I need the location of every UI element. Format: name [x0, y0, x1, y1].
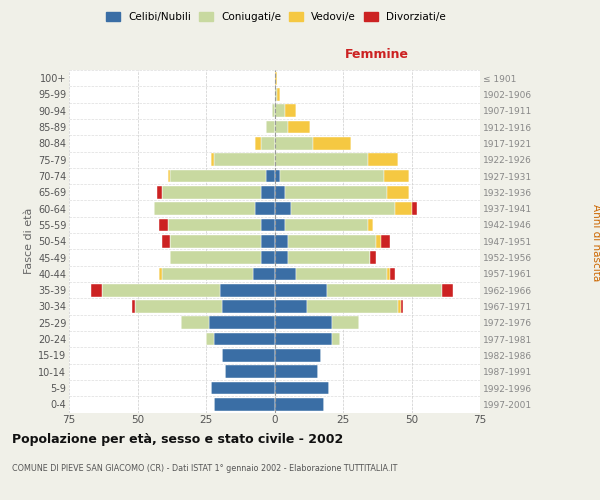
Bar	[370, 251, 376, 264]
Bar	[313, 137, 351, 150]
Bar	[157, 186, 162, 198]
Bar	[442, 284, 452, 296]
Bar	[256, 202, 275, 215]
Bar	[275, 300, 307, 313]
Bar	[132, 300, 135, 313]
Bar	[220, 284, 275, 296]
Bar	[266, 170, 275, 182]
Bar	[275, 120, 288, 134]
Bar	[275, 284, 326, 296]
Bar	[209, 316, 275, 329]
Bar	[376, 235, 382, 248]
Bar	[275, 366, 319, 378]
Bar	[135, 300, 223, 313]
Bar	[275, 170, 280, 182]
Bar	[162, 235, 170, 248]
Bar	[223, 300, 275, 313]
Bar	[389, 268, 395, 280]
Bar	[275, 72, 277, 85]
Bar	[286, 186, 387, 198]
Y-axis label: Fasce di età: Fasce di età	[23, 208, 34, 274]
Bar	[286, 104, 296, 117]
Bar	[275, 202, 291, 215]
Bar	[307, 300, 398, 313]
Bar	[261, 137, 275, 150]
Bar	[223, 349, 275, 362]
Bar	[102, 284, 220, 296]
Bar	[275, 137, 313, 150]
Bar	[211, 382, 275, 394]
Bar	[261, 218, 275, 232]
Bar	[275, 88, 277, 101]
Bar	[288, 251, 370, 264]
Bar	[288, 120, 310, 134]
Bar	[275, 268, 296, 280]
Bar	[214, 332, 275, 345]
Bar	[275, 316, 332, 329]
Bar	[275, 186, 286, 198]
Bar	[412, 202, 417, 215]
Text: COMUNE DI PIEVE SAN GIACOMO (CR) - Dati ISTAT 1° gennaio 2002 - Elaborazione TUT: COMUNE DI PIEVE SAN GIACOMO (CR) - Dati …	[12, 464, 397, 473]
Bar	[214, 398, 275, 410]
Bar	[170, 235, 261, 248]
Bar	[211, 154, 214, 166]
Bar	[266, 120, 275, 134]
Bar	[162, 268, 253, 280]
Bar	[154, 202, 256, 215]
Bar	[332, 332, 340, 345]
Bar	[275, 332, 332, 345]
Bar	[91, 284, 102, 296]
Bar	[368, 218, 373, 232]
Text: Anni di nascita: Anni di nascita	[591, 204, 600, 281]
Bar	[395, 202, 412, 215]
Bar	[225, 366, 275, 378]
Bar	[162, 186, 261, 198]
Bar	[275, 235, 288, 248]
Text: Popolazione per età, sesso e stato civile - 2002: Popolazione per età, sesso e stato civil…	[12, 432, 343, 446]
Bar	[387, 268, 389, 280]
Bar	[384, 170, 409, 182]
Bar	[160, 218, 167, 232]
Bar	[214, 154, 275, 166]
Bar	[181, 316, 209, 329]
Bar	[326, 284, 442, 296]
Bar	[272, 104, 275, 117]
Bar	[275, 104, 286, 117]
Bar	[206, 332, 214, 345]
Bar	[382, 235, 389, 248]
Bar	[275, 218, 286, 232]
Bar	[280, 170, 384, 182]
Bar	[275, 251, 288, 264]
Bar	[253, 268, 275, 280]
Bar	[277, 88, 280, 101]
Bar	[275, 382, 329, 394]
Bar	[286, 218, 368, 232]
Bar	[398, 300, 401, 313]
Bar	[256, 137, 261, 150]
Bar	[275, 349, 321, 362]
Bar	[261, 186, 275, 198]
Bar	[261, 251, 275, 264]
Bar	[387, 186, 409, 198]
Bar	[296, 268, 387, 280]
Bar	[170, 251, 261, 264]
Bar	[167, 170, 170, 182]
Bar	[288, 235, 376, 248]
Legend: Celibi/Nubili, Coniugati/e, Vedovi/e, Divorziati/e: Celibi/Nubili, Coniugati/e, Vedovi/e, Di…	[102, 8, 450, 26]
Bar	[291, 202, 395, 215]
Bar	[170, 170, 266, 182]
Bar	[368, 154, 398, 166]
Bar	[167, 218, 261, 232]
Bar	[160, 268, 162, 280]
Bar	[261, 235, 275, 248]
Bar	[275, 154, 368, 166]
Bar	[275, 398, 324, 410]
Bar	[332, 316, 359, 329]
Bar	[401, 300, 403, 313]
Text: Femmine: Femmine	[345, 48, 409, 62]
